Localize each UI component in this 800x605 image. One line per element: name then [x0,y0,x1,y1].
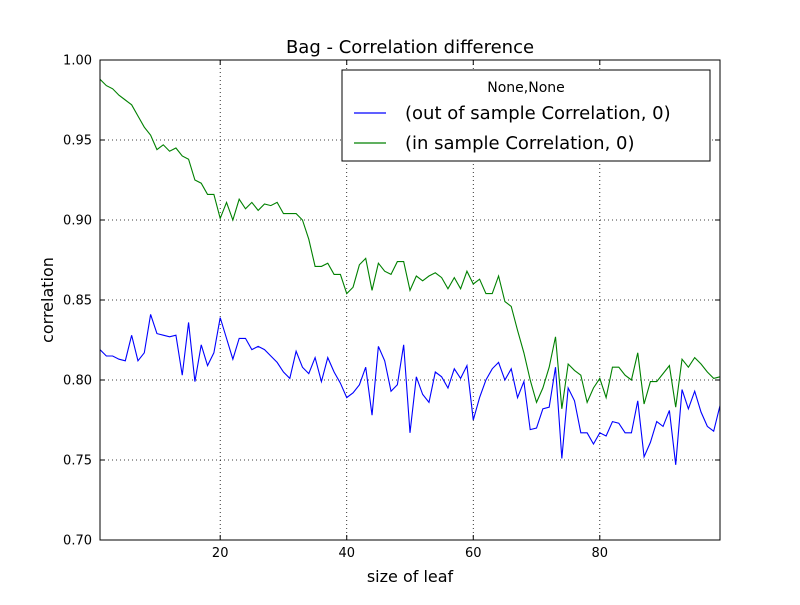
y-tick-label: 1.00 [63,54,92,69]
x-tick-label: 60 [465,546,482,561]
legend-entry-label: (out of sample Correlation, 0) [405,103,671,124]
x-tick-label: 40 [338,546,355,561]
x-tick-label: 20 [212,546,229,561]
x-tick-label: 80 [592,546,609,561]
series-line-in-sample [99,78,721,409]
series-lines [99,78,721,465]
y-tick-label: 0.95 [63,134,92,149]
legend: None,None (out of sample Correlation, 0)… [341,69,711,162]
y-tick-label: 0.85 [63,294,92,309]
series-line-out-of-sample [99,314,721,465]
y-tick-label: 0.90 [63,214,92,229]
x-axis-label: size of leaf [367,567,454,586]
y-tick-label: 0.70 [63,534,92,549]
axis-ticks: 20 40 60 80 0.70 0.75 0.80 0.85 0.90 0.95 1.00 [63,54,720,561]
y-axis-label: correlation [38,257,57,343]
legend-entry-label: (in sample Correlation, 0) [405,133,635,154]
y-tick-label: 0.80 [63,374,92,389]
y-tick-label: 0.75 [63,454,92,469]
legend-box [341,69,711,162]
legend-title: None,None [487,80,565,96]
chart-title: Bag - Correlation difference [286,37,534,58]
